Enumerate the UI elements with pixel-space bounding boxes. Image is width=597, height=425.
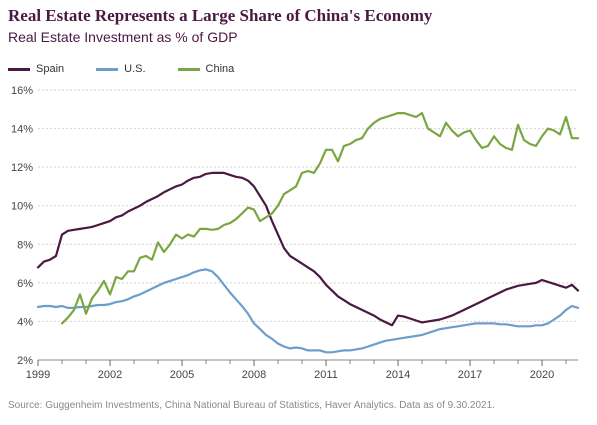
legend-swatch-china xyxy=(177,67,200,71)
x-tick-label: 2005 xyxy=(170,369,194,381)
series-line-spain xyxy=(36,171,580,327)
legend-label-china: China xyxy=(205,63,235,75)
legend-swatch-spain xyxy=(8,67,30,71)
legend-item-us: U.S. xyxy=(96,63,146,75)
x-tick-label: 2020 xyxy=(530,369,554,381)
y-tick-label: 10% xyxy=(11,201,33,213)
y-tick-label: 2% xyxy=(17,355,33,367)
chart-title: Real Estate Represents a Large Share of … xyxy=(8,6,433,25)
line-chart: 2% 4% 6% 8% 10% 12% 14% 16% 1999 2002 2005 2008 2011… xyxy=(11,85,580,381)
y-tick-label: 16% xyxy=(11,85,33,97)
x-tick-label: 2002 xyxy=(98,369,122,381)
legend-item-spain: Spain xyxy=(8,63,64,75)
legend-item-china: China xyxy=(177,63,235,75)
legend-swatch-us xyxy=(96,67,119,71)
series-line-china xyxy=(60,111,580,325)
y-tick-label: 4% xyxy=(17,316,33,328)
y-tick-label: 12% xyxy=(11,162,33,174)
legend-label-us: U.S. xyxy=(124,63,146,75)
x-tick-label: 2008 xyxy=(242,369,266,381)
x-tick-label: 2011 xyxy=(314,369,338,381)
x-tick-label: 2014 xyxy=(386,369,410,381)
chart-subtitle: Real Estate Investment as % of GDP xyxy=(8,29,238,45)
source-note: Source: Guggenheim Investments, China Na… xyxy=(8,400,495,411)
y-tick-label: 14% xyxy=(11,124,33,136)
chart-legend: Spain U.S. China xyxy=(8,62,266,76)
x-tick-label: 1999 xyxy=(26,369,50,381)
series-line-us xyxy=(36,268,580,354)
x-tick-label: 2017 xyxy=(458,369,482,381)
y-tick-label: 6% xyxy=(17,278,33,290)
legend-label-spain: Spain xyxy=(36,63,65,75)
y-tick-label: 8% xyxy=(17,239,33,251)
